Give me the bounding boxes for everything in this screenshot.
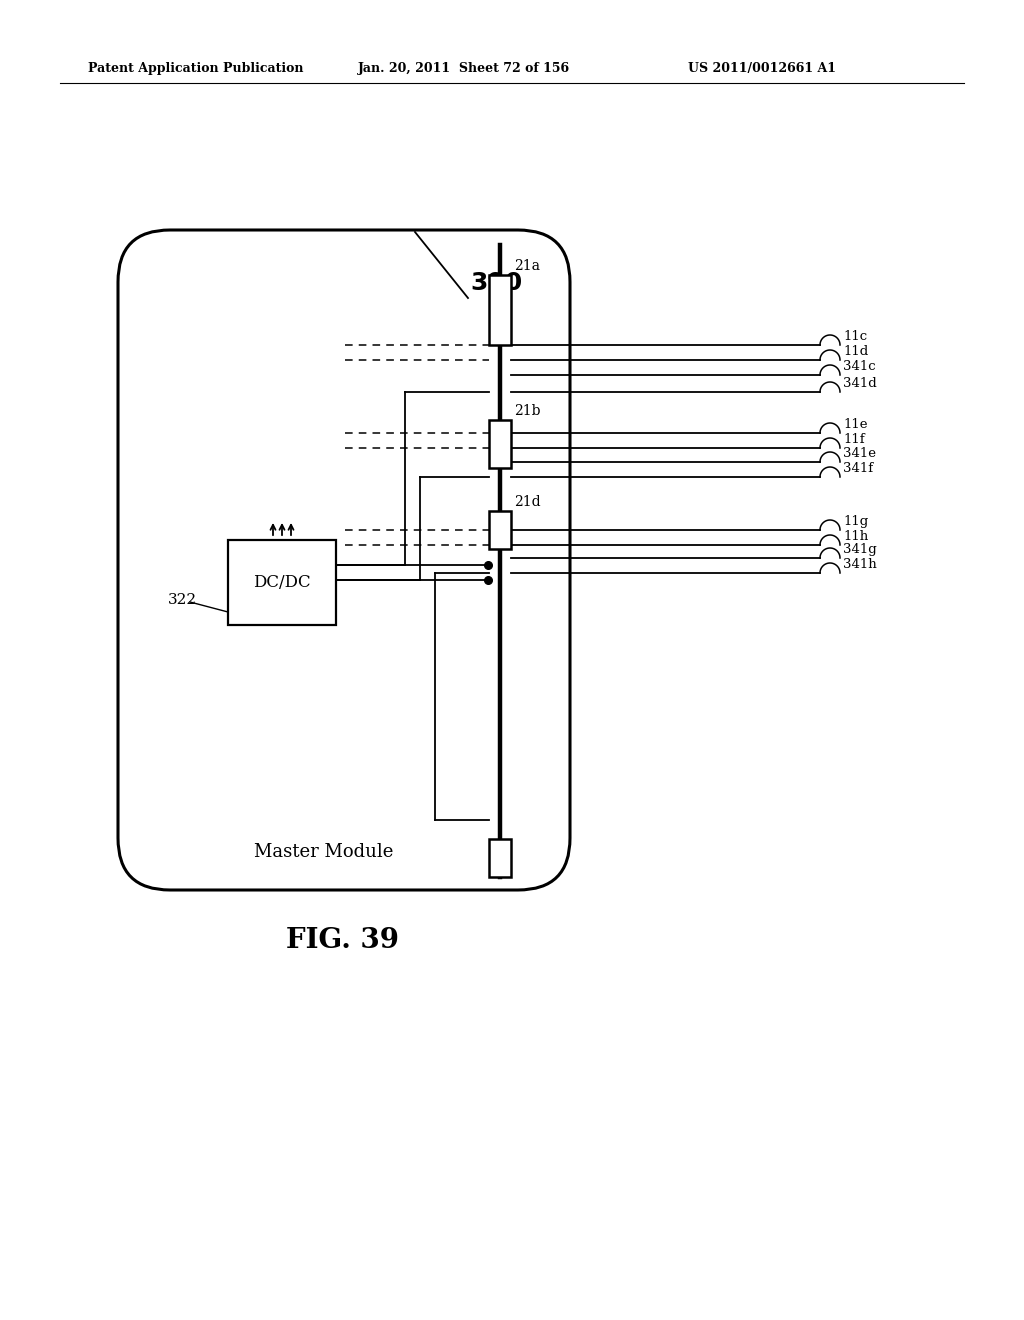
Text: 341h: 341h [843, 558, 877, 572]
Bar [228, 540, 336, 624]
Bar [489, 840, 511, 876]
Text: 21a: 21a [514, 259, 540, 273]
Text: 322: 322 [168, 593, 198, 607]
Text: 390: 390 [470, 271, 522, 294]
Text: 21d: 21d [514, 495, 541, 510]
Text: 11d: 11d [843, 345, 868, 358]
Bar [489, 420, 511, 469]
Text: 341c: 341c [843, 360, 876, 374]
Text: 341f: 341f [843, 462, 873, 475]
Text: 341d: 341d [843, 378, 877, 389]
Text: Jan. 20, 2011  Sheet 72 of 156: Jan. 20, 2011 Sheet 72 of 156 [358, 62, 570, 75]
Text: 11g: 11g [843, 515, 868, 528]
Bar [489, 275, 511, 345]
Text: 11c: 11c [843, 330, 867, 343]
Bar [489, 511, 511, 549]
Text: 11h: 11h [843, 531, 868, 543]
Text: Master Module: Master Module [254, 843, 393, 861]
Text: DC/DC: DC/DC [253, 574, 311, 591]
Text: Patent Application Publication: Patent Application Publication [88, 62, 303, 75]
Text: 341g: 341g [843, 543, 877, 556]
Text: FIG. 39: FIG. 39 [286, 927, 398, 953]
Text: 341e: 341e [843, 447, 876, 459]
Text: 11f: 11f [843, 433, 864, 446]
Text: US 2011/0012661 A1: US 2011/0012661 A1 [688, 62, 836, 75]
Text: 21b: 21b [514, 404, 541, 418]
Text: 11e: 11e [843, 418, 867, 432]
